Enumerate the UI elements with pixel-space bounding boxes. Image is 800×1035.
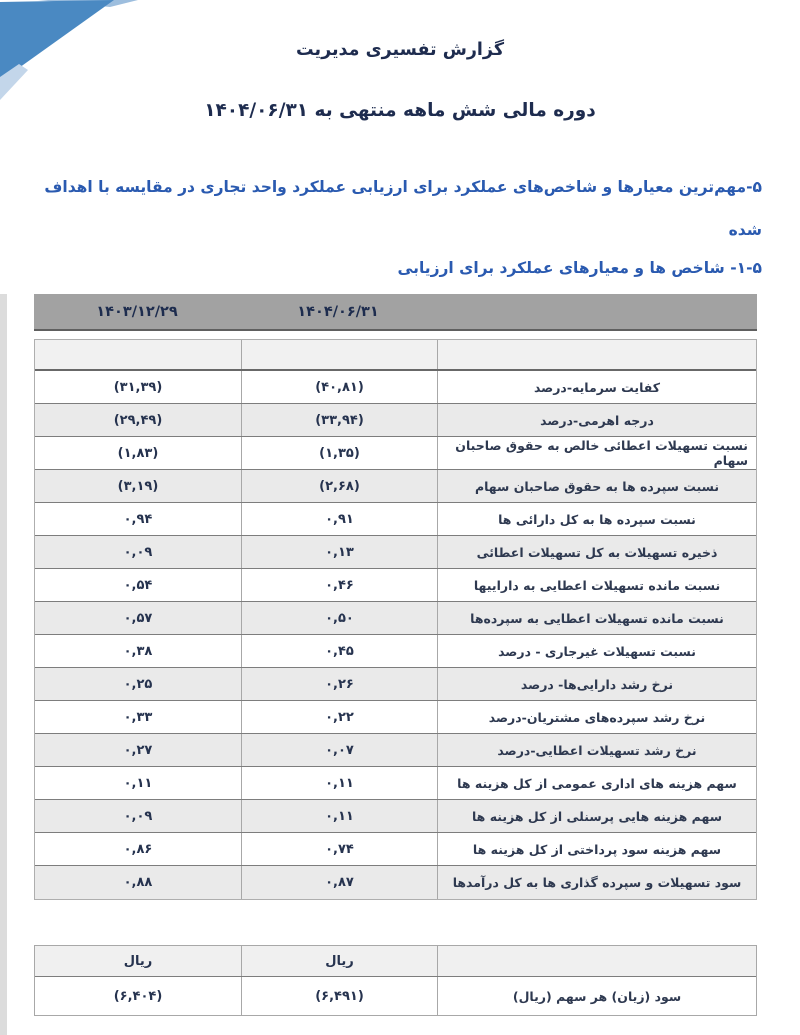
metric-value-curr: ۰,۱۱	[241, 800, 437, 832]
metric-row: سهم هزینه سود پرداختی از کل هزینه ها ۰,۷…	[35, 833, 756, 866]
metric-value-prev: (۳۱,۳۹)	[113, 379, 163, 395]
metric-row: کفایت سرمایه-درصد (۴۰,۸۱) (۳۱,۳۹)	[35, 371, 756, 404]
metric-row: نسبت سپرده ها به کل دارائی ها ۰,۹۱ ۰,۹۴	[35, 503, 756, 536]
subsection-title: شاخص ها و معیارهای عملکرد برای ارزیابی	[397, 259, 725, 277]
metric-value-prev: (۱,۸۳)	[117, 445, 159, 461]
eps-value-prev: (۶,۴۰۴)	[113, 988, 163, 1004]
metric-value-curr: ۰,۷۴	[241, 833, 437, 865]
eps-table: ریال ریال سود (زیان) هر سهم (ریال) (۶,۴۹…	[34, 945, 757, 1016]
spacer-row	[35, 340, 756, 371]
metric-label: سود تسهیلات و سپرده گذاری ها به کل درآمد…	[437, 866, 756, 899]
metric-value-curr: (۲,۶۸)	[241, 470, 437, 502]
metric-value-prev: ۰,۰۹	[123, 808, 153, 824]
metric-value-curr: ۰,۱۳	[241, 536, 437, 568]
metric-row: نرخ رشد دارایی‌ها- درصد ۰,۲۶ ۰,۲۵	[35, 668, 756, 701]
metric-value-curr: ۰,۱۱	[241, 767, 437, 799]
metric-row: ذخیره تسهیلات به کل تسهیلات اعطائی ۰,۱۳ …	[35, 536, 756, 569]
metric-value-prev: ۰,۰۹	[123, 544, 153, 560]
metric-value-curr: ۰,۲۶	[241, 668, 437, 700]
metric-label: نرخ رشد دارایی‌ها- درصد	[437, 668, 756, 700]
metric-row: نسبت مانده تسهیلات اعطایی به سپرده‌ها ۰,…	[35, 602, 756, 635]
metric-label: نسبت مانده تسهیلات اعطایی به سپرده‌ها	[437, 602, 756, 634]
metric-label: نرخ رشد سپرده‌های مشتریان-درصد	[437, 701, 756, 733]
eps-header-label	[437, 946, 756, 976]
metric-row: نسبت مانده تسهیلات اعطایی به داراییها ۰,…	[35, 569, 756, 602]
metric-label: نسبت سپرده ها به حقوق صاحبان سهام	[437, 470, 756, 502]
eps-table-header: ریال ریال	[35, 946, 756, 977]
header-cell-label	[436, 294, 757, 329]
metric-value-curr: ۰,۴۶	[241, 569, 437, 601]
metric-label: نسبت مانده تسهیلات اعطایی به داراییها	[437, 569, 756, 601]
metric-value-curr: ۰,۲۲	[241, 701, 437, 733]
metric-value-curr: (۴۰,۸۱)	[241, 371, 437, 403]
metric-row: نسبت تسهیلات اعطائی خالص به حقوق صاحبان …	[35, 437, 756, 470]
section-heading-line1: ۵-مهم‌ترین معیارها و شاخص‌های عملکرد برا…	[40, 178, 762, 196]
metric-value-curr: ۰,۵۰	[241, 602, 437, 634]
metric-label: نرخ رشد تسهیلات اعطایی-درصد	[437, 734, 756, 766]
report-period: دوره مالی شش ماهه منتهی به ۱۴۰۴/۰۶/۳۱	[204, 100, 596, 121]
metric-value-curr: (۱,۳۵)	[241, 437, 437, 469]
metric-row: سود تسهیلات و سپرده گذاری ها به کل درآمد…	[35, 866, 756, 899]
page-edge-shadow	[0, 294, 7, 1035]
metric-row: سهم هزینه های اداری عمومی از کل هزینه ها…	[35, 767, 756, 800]
subsection-number: ۵-۱-	[730, 259, 762, 277]
metric-label: نسبت سپرده ها به کل دارائی ها	[437, 503, 756, 535]
metric-value-prev: ۰,۱۱	[123, 775, 153, 791]
metric-value-curr: ۰,۴۵	[241, 635, 437, 667]
metric-row: سهم هزینه هایی پرسنلی از کل هزینه ها ۰,۱…	[35, 800, 756, 833]
metric-label: درجه اهرمی-درصد	[437, 404, 756, 436]
metric-label: سهم هزینه هایی پرسنلی از کل هزینه ها	[437, 800, 756, 832]
metric-label: نسبت تسهیلات غیرجاری - درصد	[437, 635, 756, 667]
metric-value-prev: ۰,۸۶	[123, 841, 153, 857]
metric-value-curr: (۳۳,۹۴)	[241, 404, 437, 436]
metric-value-curr: ۰,۰۷	[241, 734, 437, 766]
metric-row: نرخ رشد سپرده‌های مشتریان-درصد ۰,۲۲ ۰,۳۳	[35, 701, 756, 734]
metric-label: کفایت سرمایه-درصد	[437, 371, 756, 403]
metric-value-prev: ۰,۲۷	[123, 742, 153, 758]
metric-label: نسبت تسهیلات اعطائی خالص به حقوق صاحبان …	[437, 437, 756, 469]
eps-unit-prev: ریال	[123, 953, 153, 969]
metric-label: ذخیره تسهیلات به کل تسهیلات اعطائی	[437, 536, 756, 568]
eps-value-curr: (۶,۴۹۱)	[241, 977, 437, 1015]
eps-unit-curr: ریال	[241, 946, 437, 976]
subsection-heading: ۵-۱- شاخص ها و معیارهای عملکرد برای ارزی…	[397, 259, 762, 277]
metric-value-curr: ۰,۸۷	[241, 866, 437, 899]
metric-row: نرخ رشد تسهیلات اعطایی-درصد ۰,۰۷ ۰,۲۷	[35, 734, 756, 767]
report-title: گزارش تفسیری مدیریت	[295, 40, 504, 60]
section-heading-line2: شده	[728, 221, 762, 239]
metric-value-curr: ۰,۹۱	[241, 503, 437, 535]
metric-label: سهم هزینه سود پرداختی از کل هزینه ها	[437, 833, 756, 865]
metric-value-prev: (۲۹,۴۹)	[113, 412, 163, 428]
metric-value-prev: ۰,۸۸	[123, 875, 153, 890]
metric-value-prev: ۰,۲۵	[123, 676, 153, 692]
metric-value-prev: ۰,۹۴	[123, 511, 153, 527]
header-cell-date-curr: ۱۴۰۴/۰۶/۳۱	[297, 303, 379, 320]
metric-row: نسبت تسهیلات غیرجاری - درصد ۰,۴۵ ۰,۳۸	[35, 635, 756, 668]
metric-row: نسبت سپرده ها به حقوق صاحبان سهام (۲,۶۸)…	[35, 470, 756, 503]
eps-row: سود (زیان) هر سهم (ریال) (۶,۴۹۱) (۶,۴۰۴)	[35, 977, 756, 1015]
metric-value-prev: ۰,۳۸	[123, 643, 153, 659]
header-cell-date-prev: ۱۴۰۳/۱۲/۲۹	[96, 303, 178, 320]
metric-row: درجه اهرمی-درصد (۳۳,۹۴) (۲۹,۴۹)	[35, 404, 756, 437]
metrics-table-body: کفایت سرمایه-درصد (۴۰,۸۱) (۳۱,۳۹) درجه ا…	[34, 339, 757, 900]
metric-value-prev: (۳,۱۹)	[117, 478, 159, 494]
corner-decoration-icon	[0, 0, 138, 100]
metric-value-prev: ۰,۳۳	[123, 709, 153, 725]
metric-value-prev: ۰,۵۷	[123, 610, 153, 626]
metric-value-prev: ۰,۵۴	[123, 577, 153, 593]
metrics-table-header: ۱۴۰۴/۰۶/۳۱ ۱۴۰۳/۱۲/۲۹	[34, 294, 757, 331]
eps-label: سود (زیان) هر سهم (ریال)	[437, 977, 756, 1015]
metric-label: سهم هزینه های اداری عمومی از کل هزینه ها	[437, 767, 756, 799]
